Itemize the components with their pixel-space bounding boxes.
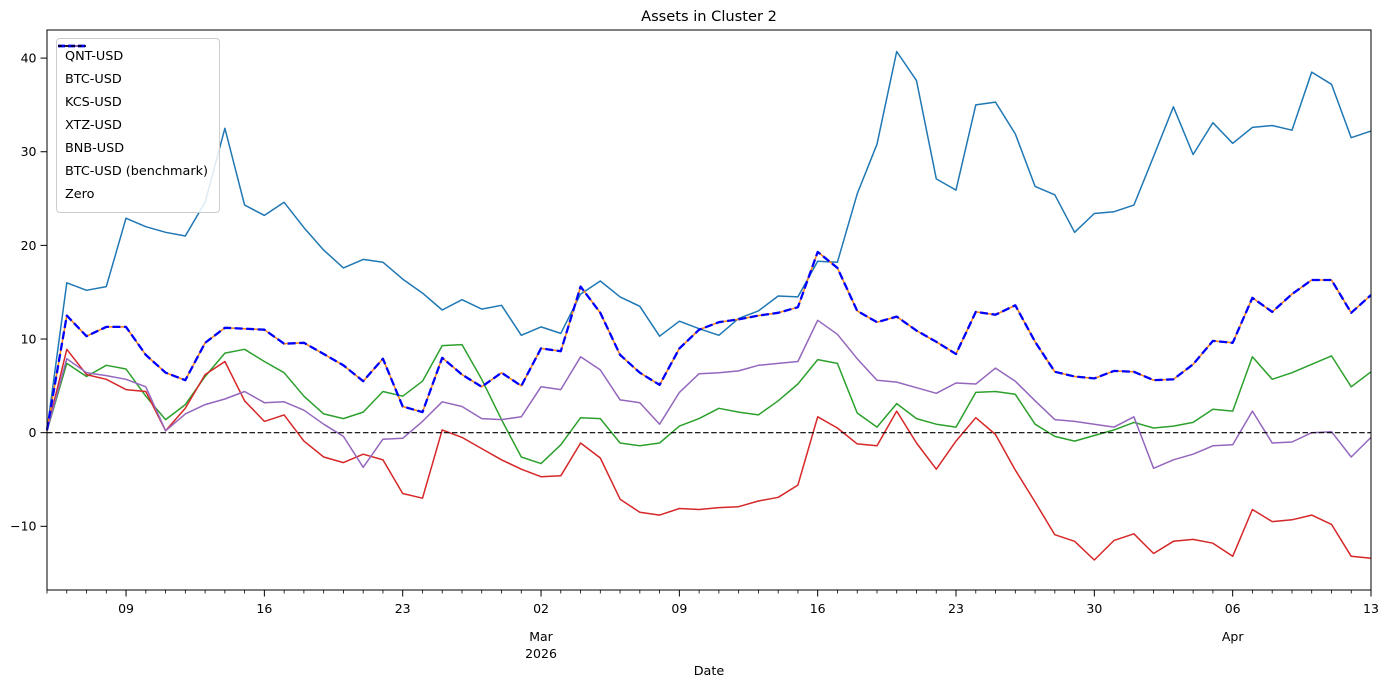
tick-label: 09 — [118, 601, 134, 616]
series-line — [46, 319, 1372, 470]
legend-label: KCS-USD — [65, 95, 122, 110]
y-axis: −10 0 10 20 30 40 — [10, 50, 47, 534]
tick-label: 02 — [533, 601, 549, 616]
legend-label: Zero — [65, 187, 95, 202]
tick-label: 0 — [29, 425, 37, 440]
tick-label: 20 — [21, 238, 37, 253]
series-BTC-USD — [46, 251, 1372, 431]
legend-label: BTC-USD — [65, 72, 122, 87]
series-line — [46, 343, 1372, 465]
tick-label: 23 — [395, 601, 411, 616]
tick-label: 23 — [948, 601, 964, 616]
legend-item: BTC-USD (benchmark) — [58, 44, 209, 183]
tick-label: 30 — [1086, 601, 1102, 616]
legend-item: Zero — [58, 45, 208, 206]
legend-item: KCS-USD — [58, 45, 208, 114]
tick-label: 16 — [256, 601, 272, 616]
series-BTC-USD-benchmark- — [45, 250, 1372, 431]
tick-label: 2026 — [525, 646, 557, 661]
legend-item: BTC-USD — [58, 45, 208, 91]
series-BNB-USD — [46, 319, 1372, 470]
series-KCS-USD — [46, 343, 1372, 465]
tick-label: Apr — [1222, 629, 1244, 644]
tick-label: 10 — [21, 331, 37, 346]
tick-label: 16 — [810, 601, 826, 616]
legend-label: BNB-USD — [65, 141, 125, 156]
legend: QNT-USD BTC-USD KCS-USD XTZ-USD BNB-USD BTC-U… — [56, 38, 221, 213]
chart-title: Assets in Cluster 2 — [641, 8, 777, 25]
legend-label: QNT-USD — [65, 49, 124, 64]
legend-item: XTZ-USD — [58, 45, 208, 137]
tick-label: 09 — [671, 601, 687, 616]
series-line — [45, 250, 1372, 431]
series-line — [46, 348, 1372, 561]
x-axis-label: Date — [693, 664, 725, 679]
series-XTZ-USD — [46, 348, 1372, 561]
legend-swatch-line-icon — [58, 45, 86, 47]
tick-label: 30 — [21, 144, 37, 159]
tick-label: 06 — [1225, 601, 1241, 616]
series-line — [46, 50, 1372, 431]
tick-label: −10 — [10, 519, 36, 534]
series-QNT-USD — [46, 50, 1372, 431]
legend-label: BTC-USD (benchmark) — [65, 164, 209, 179]
plot-border — [46, 29, 1372, 591]
legend-label: XTZ-USD — [65, 118, 122, 133]
legend-item: BNB-USD — [58, 45, 208, 160]
tick-label: 40 — [21, 50, 37, 65]
x-axis: 09 16 23 02 09 16 23 30 06 13 Mar 2026 Apr — [46, 590, 1379, 661]
tick-label: 13 — [1363, 601, 1379, 616]
series-line — [46, 251, 1372, 431]
tick-label: Mar — [529, 629, 553, 644]
